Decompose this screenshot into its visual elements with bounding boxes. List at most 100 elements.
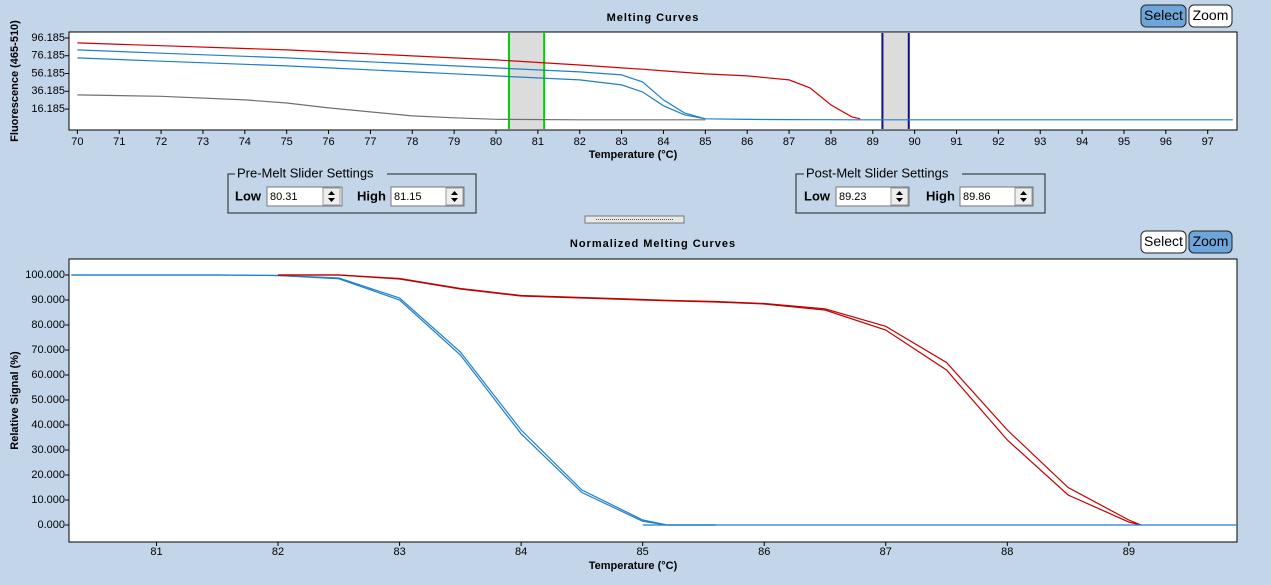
low-label: Low bbox=[804, 188, 831, 203]
slider-band bbox=[882, 33, 909, 129]
y-axis-label: Relative Signal (%) bbox=[9, 351, 21, 450]
low-value: 89.23 bbox=[839, 191, 867, 203]
y-axis-label: Fluorescence (465-510) bbox=[9, 20, 21, 142]
toolbar-button[interactable] bbox=[1140, 4, 1187, 28]
low-value: 80.31 bbox=[270, 191, 298, 203]
x-tick-label: 85 bbox=[699, 136, 711, 148]
y-tick-label: 90.000 bbox=[31, 294, 65, 306]
x-tick-label: 81 bbox=[532, 136, 544, 148]
x-axis-label: Temperature (°C) bbox=[589, 149, 678, 161]
spin-up bbox=[1020, 191, 1027, 195]
high-value: 81.15 bbox=[394, 191, 422, 203]
curve bbox=[77, 49, 1233, 121]
spin-up bbox=[896, 191, 903, 195]
toolbar-button[interactable] bbox=[1188, 4, 1233, 28]
curve bbox=[77, 42, 861, 120]
x-tick-label: 93 bbox=[1034, 136, 1046, 148]
toolbar-button[interactable] bbox=[1188, 230, 1233, 254]
x-tick-label: 74 bbox=[239, 136, 251, 148]
y-tick-label: 80.000 bbox=[31, 319, 65, 331]
low-label: Low bbox=[235, 188, 262, 203]
x-tick-label: 72 bbox=[155, 136, 167, 148]
x-tick-label: 90 bbox=[909, 136, 921, 148]
spin-down bbox=[896, 198, 903, 202]
x-tick-label: 83 bbox=[615, 136, 627, 148]
chart-title: Melting Curves bbox=[607, 12, 700, 24]
x-tick-label: 75 bbox=[281, 136, 293, 148]
spinner[interactable] bbox=[1014, 187, 1033, 206]
x-tick-label: 89 bbox=[867, 136, 879, 148]
button-label: Select bbox=[1144, 233, 1183, 249]
y-tick-label: 56.185 bbox=[31, 67, 65, 79]
group-title: Post-Melt Slider Settings bbox=[806, 165, 949, 180]
button-label: Zoom bbox=[1193, 7, 1229, 23]
x-tick-label: 95 bbox=[1118, 136, 1130, 148]
y-tick-label: 36.185 bbox=[31, 85, 65, 97]
x-tick-label: 84 bbox=[657, 136, 669, 148]
spin-down bbox=[1020, 198, 1027, 202]
x-tick-label: 87 bbox=[783, 136, 795, 148]
toolbar-button[interactable] bbox=[1140, 230, 1187, 254]
x-tick-label: 70 bbox=[71, 136, 83, 148]
slider-band bbox=[508, 33, 545, 129]
high-label: High bbox=[357, 188, 386, 203]
x-tick-label: 82 bbox=[574, 136, 586, 148]
y-tick-label: 70.000 bbox=[31, 344, 65, 356]
y-tick-label: 10.000 bbox=[31, 494, 65, 506]
spin-up bbox=[328, 191, 335, 195]
spin-up bbox=[451, 191, 458, 195]
x-tick-label: 77 bbox=[364, 136, 376, 148]
y-tick-label: 20.000 bbox=[31, 469, 65, 481]
x-axis-label: Temperature (°C) bbox=[589, 560, 678, 572]
button-label: Select bbox=[1144, 7, 1183, 23]
x-tick-label: 86 bbox=[758, 546, 770, 558]
x-tick-label: 97 bbox=[1202, 136, 1214, 148]
x-tick-label: 86 bbox=[741, 136, 753, 148]
plot-area bbox=[68, 258, 1238, 543]
x-tick-label: 87 bbox=[880, 546, 892, 558]
x-tick-label: 81 bbox=[150, 546, 162, 558]
x-tick-label: 71 bbox=[113, 136, 125, 148]
y-tick-label: 16.185 bbox=[31, 103, 65, 115]
y-tick-label: 60.000 bbox=[31, 369, 65, 381]
x-tick-label: 78 bbox=[406, 136, 418, 148]
curve bbox=[71, 274, 716, 526]
curve bbox=[77, 57, 706, 120]
y-tick-label: 96.185 bbox=[31, 32, 65, 44]
x-tick-label: 84 bbox=[515, 546, 527, 558]
y-tick-label: 100.000 bbox=[25, 269, 65, 281]
group-title: Pre-Melt Slider Settings bbox=[237, 165, 374, 180]
group-legend-bg bbox=[235, 167, 387, 181]
x-tick-label: 76 bbox=[322, 136, 334, 148]
x-tick-label: 88 bbox=[825, 136, 837, 148]
chart-title: Normalized Melting Curves bbox=[570, 238, 736, 250]
x-tick-label: 94 bbox=[1076, 136, 1088, 148]
x-tick-label: 91 bbox=[950, 136, 962, 148]
plot-area bbox=[68, 31, 1238, 131]
x-tick-label: 92 bbox=[992, 136, 1004, 148]
group-legend-bg bbox=[804, 167, 962, 181]
y-tick-label: 50.000 bbox=[31, 394, 65, 406]
button-label: Zoom bbox=[1193, 233, 1229, 249]
spin-down bbox=[451, 198, 458, 202]
x-tick-label: 80 bbox=[490, 136, 502, 148]
x-tick-label: 79 bbox=[448, 136, 460, 148]
spin-down bbox=[328, 198, 335, 202]
x-tick-label: 85 bbox=[637, 546, 649, 558]
spinner[interactable] bbox=[890, 187, 909, 206]
spinner[interactable] bbox=[445, 187, 464, 206]
x-tick-label: 73 bbox=[197, 136, 209, 148]
x-tick-label: 82 bbox=[272, 546, 284, 558]
x-tick-label: 83 bbox=[393, 546, 405, 558]
x-tick-label: 96 bbox=[1160, 136, 1172, 148]
y-tick-label: 40.000 bbox=[31, 419, 65, 431]
y-tick-label: 30.000 bbox=[31, 444, 65, 456]
x-tick-label: 88 bbox=[1001, 546, 1013, 558]
y-tick-label: 76.185 bbox=[31, 50, 65, 62]
curve bbox=[278, 274, 1142, 526]
spinner[interactable] bbox=[322, 187, 341, 206]
curve bbox=[77, 94, 706, 121]
y-tick-label: 0.000 bbox=[37, 519, 65, 531]
